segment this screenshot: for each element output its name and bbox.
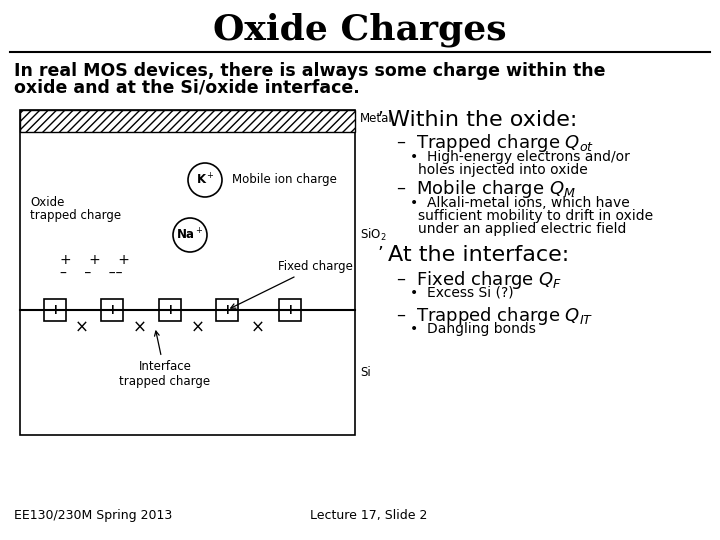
Bar <box>159 299 181 321</box>
Text: +    +    +: + + + <box>60 253 130 267</box>
Text: ’: ’ <box>377 110 383 128</box>
Circle shape <box>188 163 222 197</box>
Bar <box>279 299 301 321</box>
Text: trapped charge: trapped charge <box>30 208 121 221</box>
Text: •  Dangling bonds: • Dangling bonds <box>410 322 536 336</box>
Bar <box>216 299 238 321</box>
Text: –  Trapped charge $Q_{IT}$: – Trapped charge $Q_{IT}$ <box>396 305 593 327</box>
Text: At the interface:: At the interface: <box>388 245 570 265</box>
Circle shape <box>173 218 207 252</box>
Text: Lecture 17, Slide 2: Lecture 17, Slide 2 <box>310 509 428 522</box>
Bar <box>101 299 123 321</box>
Bar <box>20 110 355 132</box>
Text: ’: ’ <box>377 245 383 263</box>
Bar <box>44 299 66 321</box>
Text: +: + <box>221 303 233 317</box>
Text: ×: × <box>133 319 147 337</box>
Text: ×: × <box>251 319 265 337</box>
Text: +: + <box>106 303 118 317</box>
Text: •  Alkali-metal ions, which have: • Alkali-metal ions, which have <box>410 196 630 210</box>
Text: under an applied electric field: under an applied electric field <box>418 222 626 236</box>
Text: K$^+$: K$^+$ <box>196 172 215 187</box>
Text: –  Fixed charge $Q_{F}$: – Fixed charge $Q_{F}$ <box>396 269 562 291</box>
Text: –  Mobile charge $Q_{M}$: – Mobile charge $Q_{M}$ <box>396 178 576 200</box>
Text: +: + <box>284 303 296 317</box>
Text: Interface
trapped charge: Interface trapped charge <box>120 331 210 388</box>
Text: Oxide: Oxide <box>30 195 64 208</box>
Text: SiO$_2$: SiO$_2$ <box>360 227 387 243</box>
Text: EE130/230M Spring 2013: EE130/230M Spring 2013 <box>14 509 172 522</box>
Text: –  Trapped charge $Q_{ot}$: – Trapped charge $Q_{ot}$ <box>396 132 594 154</box>
Text: +: + <box>49 303 60 317</box>
Text: Si: Si <box>360 367 371 380</box>
Bar <box>20 110 355 435</box>
Text: –    –    ––: – – –– <box>60 266 122 280</box>
Text: Oxide Charges: Oxide Charges <box>213 13 507 47</box>
Text: Mobile ion charge: Mobile ion charge <box>232 173 337 186</box>
Text: Na$^+$: Na$^+$ <box>176 227 204 242</box>
Text: Within the oxide:: Within the oxide: <box>388 110 577 130</box>
Text: •  High-energy electrons and/or: • High-energy electrons and/or <box>410 150 630 164</box>
Text: +: + <box>164 303 176 317</box>
Text: •  Excess Si (?): • Excess Si (?) <box>410 286 513 300</box>
Text: ×: × <box>75 319 89 337</box>
Text: Fixed charge: Fixed charge <box>230 260 353 308</box>
Text: sufficient mobility to drift in oxide: sufficient mobility to drift in oxide <box>418 209 653 223</box>
Text: holes injected into oxide: holes injected into oxide <box>418 163 588 177</box>
Text: ×: × <box>191 319 205 337</box>
Text: Metal: Metal <box>360 112 392 125</box>
Text: In real MOS devices, there is always some charge within the: In real MOS devices, there is always som… <box>14 62 606 80</box>
Text: oxide and at the Si/oxide interface.: oxide and at the Si/oxide interface. <box>14 78 360 96</box>
